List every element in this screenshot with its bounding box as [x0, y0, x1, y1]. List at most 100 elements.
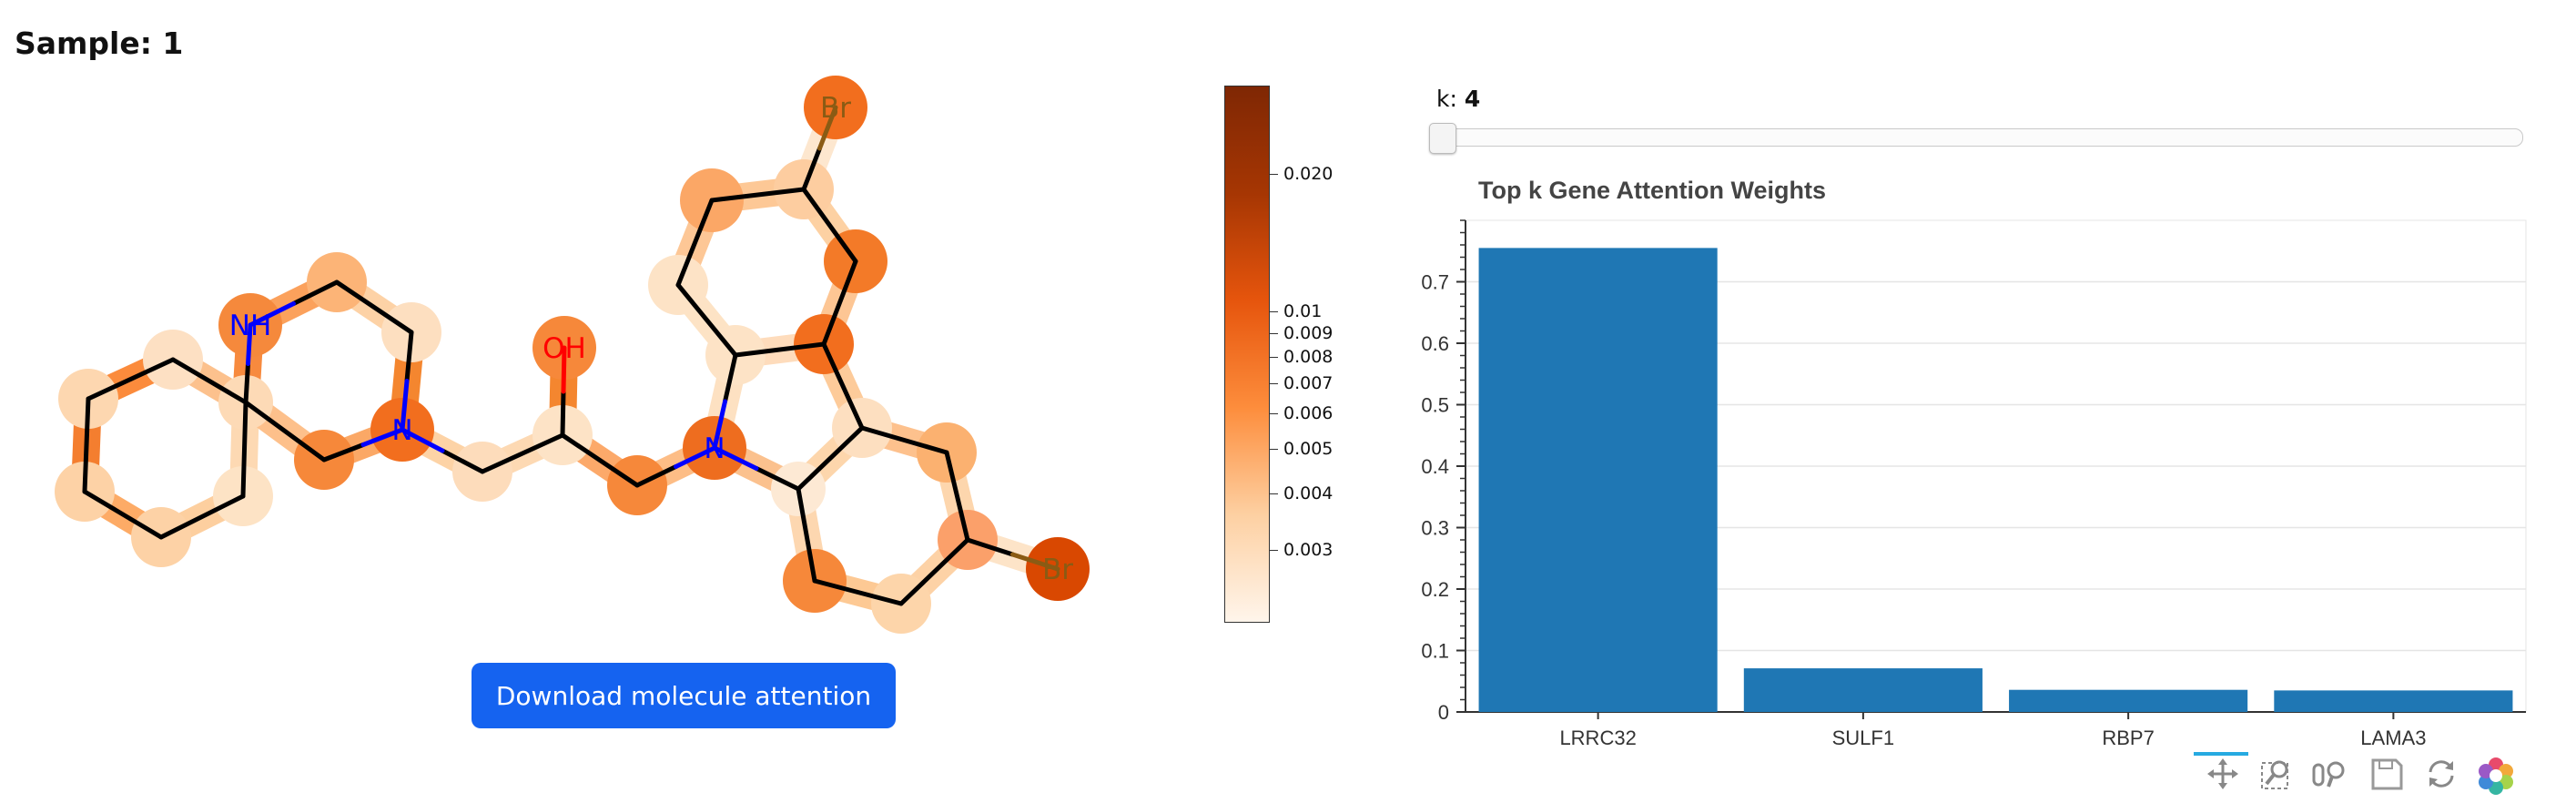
x-tick-label: LAMA3 — [2360, 727, 2426, 747]
active-tool-indicator — [2194, 752, 2248, 756]
bond — [291, 280, 340, 306]
y-tick-label: 0.2 — [1421, 578, 1449, 601]
bond — [965, 537, 1015, 557]
bond — [801, 187, 858, 264]
box-zoom-icon[interactable] — [2259, 756, 2296, 792]
bond — [733, 341, 827, 358]
sample-title: Sample: 1 — [15, 25, 184, 61]
bond — [82, 489, 164, 540]
bond — [243, 361, 250, 405]
colorbar-tick-label: 0.008 — [1283, 347, 1334, 367]
colorbar-tick-label: 0.007 — [1283, 373, 1334, 393]
save-icon[interactable] — [2368, 756, 2405, 792]
chart-title: Top k Gene Attention Weights — [1478, 177, 1826, 204]
k-slider-value: 4 — [1464, 86, 1481, 112]
bond — [812, 578, 904, 606]
hetero-bond — [817, 105, 838, 151]
k-slider-track[interactable] — [1438, 128, 2523, 147]
colorbar-tick-label: 0.01 — [1283, 301, 1323, 321]
bond — [480, 432, 565, 474]
download-molecule-attention-button[interactable]: Download molecule attention — [472, 663, 896, 728]
bar-lrrc32[interactable] — [1478, 248, 1718, 712]
colorbar-tick-label: 0.003 — [1283, 540, 1334, 560]
bond — [321, 442, 366, 462]
colorbar-tick-mark — [1269, 449, 1278, 450]
bond — [796, 486, 817, 584]
hetero-bond — [248, 301, 296, 328]
x-tick-label: RBP7 — [2102, 727, 2154, 747]
bond — [675, 198, 715, 288]
attention-colorbar — [1224, 86, 1270, 623]
bond — [243, 400, 327, 462]
bokeh-logo-icon[interactable] — [2476, 756, 2513, 795]
atom-label-n1: N — [391, 414, 412, 447]
bond — [240, 400, 248, 499]
k-slider-title: k: — [1436, 86, 1457, 112]
y-tick-label: 0.4 — [1421, 455, 1449, 478]
hetero-bond — [246, 322, 253, 366]
colorbar-tick-mark — [1269, 174, 1278, 175]
colorbar-tick-label: 0.004 — [1283, 483, 1334, 503]
molecule-attention-drawing: NH N OH N Br Br — [55, 76, 1090, 634]
hetero-bond — [712, 445, 759, 471]
bond — [944, 450, 970, 543]
bond — [334, 280, 414, 335]
y-tick-label: 0.1 — [1421, 640, 1449, 663]
colorbar-tick-label: 0.005 — [1283, 439, 1334, 459]
colorbar-tick-mark — [1269, 550, 1278, 551]
y-tick-label: 0.5 — [1421, 394, 1449, 417]
pan-icon[interactable] — [2205, 756, 2241, 792]
bond — [675, 282, 738, 358]
bond — [634, 464, 678, 488]
bond — [404, 330, 414, 383]
molecule-bonds — [82, 105, 1060, 606]
bar-sulf1[interactable] — [1743, 668, 1983, 712]
hetero-bond — [400, 427, 445, 453]
bond — [86, 357, 176, 402]
bond — [754, 466, 801, 492]
bond — [801, 146, 822, 192]
colorbar-tick-mark — [1269, 413, 1278, 414]
colorbar-tick-mark — [1269, 357, 1278, 358]
atom-label-br2: Br — [1042, 554, 1073, 586]
hetero-bond — [360, 427, 405, 447]
colorbar-tick-label: 0.006 — [1283, 403, 1334, 423]
reset-icon[interactable] — [2423, 756, 2459, 792]
hetero-bond — [712, 399, 727, 451]
atom-label-br1: Br — [820, 92, 851, 125]
k-slider-handle[interactable] — [1429, 123, 1456, 154]
bond — [82, 396, 91, 494]
hetero-bond — [1010, 552, 1060, 572]
bond — [158, 493, 246, 540]
y-tick-label: 0.3 — [1421, 517, 1449, 540]
hetero-bond — [400, 379, 410, 432]
colorbar-tick-mark — [1269, 383, 1278, 384]
bond — [821, 259, 858, 347]
bond — [859, 425, 949, 455]
colorbar-tick-mark — [1269, 333, 1278, 334]
hetero-bond — [674, 445, 717, 469]
wheel-zoom-icon[interactable] — [2312, 756, 2348, 792]
bar-rbp7[interactable] — [2009, 689, 2248, 712]
bond — [709, 187, 806, 203]
x-tick-label: SULF1 — [1832, 727, 1894, 747]
bond — [898, 537, 970, 606]
y-tick-label: 0 — [1438, 701, 1449, 724]
y-tick-label: 0.6 — [1421, 332, 1449, 355]
bar-lama3[interactable] — [2274, 690, 2513, 712]
molecule-atom-labels: NH N OH N Br Br — [229, 92, 1074, 586]
y-tick-label: 0.7 — [1421, 271, 1449, 294]
atom-label-nh: NH — [229, 310, 272, 342]
colorbar-tick-mark — [1269, 311, 1278, 312]
colorbar-tick-mark — [1269, 493, 1278, 494]
atom-label-oh: OH — [543, 332, 586, 365]
x-tick-label: LRRC32 — [1559, 727, 1636, 747]
colorbar-tick-label: 0.020 — [1283, 164, 1334, 184]
bond — [821, 341, 865, 431]
atom-label-n2: N — [704, 432, 725, 465]
colorbar-tick-label: 0.009 — [1283, 323, 1334, 343]
gene-attention-chart: Top k Gene Attention Weights 0 0.1 0.2 0.3 0.… — [1421, 177, 2527, 747]
bond — [723, 352, 738, 404]
k-slider-label: k: 4 — [1436, 86, 1480, 112]
bond — [560, 432, 640, 488]
